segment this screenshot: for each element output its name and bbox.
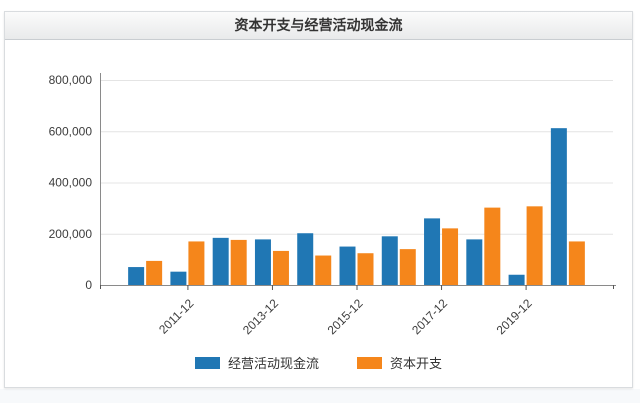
legend-item-operating-cashflow: 经营活动现金流 — [194, 353, 319, 372]
chart-canvas: 0 200,000 400,000 600,000 800,000 2011-12 2013… — [49, 73, 616, 337]
bar-operating-cashflow — [550, 128, 567, 285]
bar-operating-cashflow — [170, 271, 187, 285]
legend-swatch-orange — [357, 356, 382, 369]
bar-capex — [526, 206, 543, 285]
bar-operating-cashflow — [212, 237, 229, 285]
y-tick-label: 400,000 — [49, 176, 93, 190]
bar-capex — [357, 253, 374, 285]
x-tick-label: 2011-12 — [156, 296, 197, 337]
bar-capex — [568, 241, 585, 285]
y-tick-label: 0 — [85, 278, 92, 292]
legend-label: 经营活动现金流 — [227, 356, 319, 371]
bar-operating-cashflow — [128, 267, 145, 285]
bar-capex — [272, 250, 289, 285]
x-tick-label: 2015-12 — [325, 296, 366, 337]
y-tick-label: 800,000 — [49, 73, 93, 87]
legend-label: 资本开支 — [390, 356, 443, 371]
bar-capex — [399, 249, 416, 285]
chart-area: 0 200,000 400,000 600,000 800,000 2011-12 2013… — [5, 40, 632, 388]
x-tick-label: 2017-12 — [409, 296, 450, 337]
bar-capex — [146, 260, 163, 285]
bar-capex — [188, 241, 205, 285]
page-background-strip — [0, 389, 640, 403]
bar-operating-cashflow — [508, 274, 525, 285]
chart-legend: 经营活动现金流 资本开支 — [5, 353, 632, 372]
bar-operating-cashflow — [297, 233, 314, 285]
chart-card: 资本开支与经营活动现金流 0 200,000 400,000 600,000 800,0… — [4, 11, 633, 388]
bar-capex — [484, 207, 501, 285]
bar-operating-cashflow — [254, 239, 271, 285]
chart-title: 资本开支与经营活动现金流 — [5, 12, 632, 40]
y-tick-label: 600,000 — [49, 124, 93, 138]
bar-operating-cashflow — [424, 218, 441, 285]
legend-item-capex: 资本开支 — [357, 353, 442, 372]
legend-swatch-blue — [194, 356, 220, 369]
bar-capex — [442, 228, 459, 285]
bar-capex — [315, 255, 332, 285]
x-tick-label: 2013-12 — [240, 296, 281, 337]
x-tick-label: 2019-12 — [494, 296, 535, 337]
bar-operating-cashflow — [466, 239, 483, 285]
bar-operating-cashflow — [381, 236, 398, 285]
y-tick-label: 200,000 — [49, 227, 93, 241]
bar-operating-cashflow — [339, 246, 356, 285]
bar-capex — [230, 239, 247, 285]
